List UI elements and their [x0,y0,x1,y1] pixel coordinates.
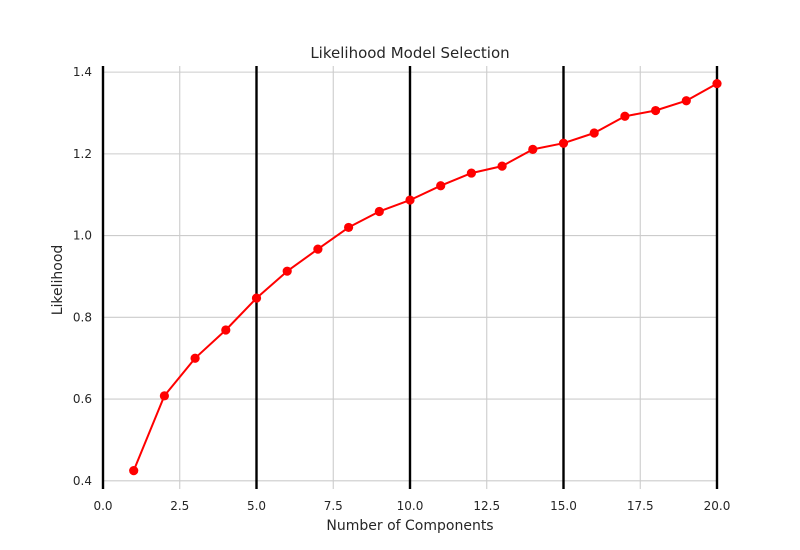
y-tick-label: 1.4 [73,65,92,79]
y-tick-labels: 0.4 0.6 0.8 1.0 1.2 1.4 [73,65,92,488]
data-point [466,168,476,178]
x-tick-label: 17.5 [627,499,654,513]
y-tick-label: 1.2 [73,147,92,161]
data-point [221,325,231,335]
data-point [589,128,599,138]
x-tick-label: 2.5 [170,499,189,513]
data-point [528,144,538,154]
data-point [129,466,139,476]
x-tick-label: 12.5 [473,499,500,513]
data-point [681,96,691,106]
data-point [712,78,722,89]
series-layer [129,78,722,476]
series-line [132,82,718,471]
data-point [497,161,507,171]
x-tick-label: 20.0 [704,499,731,513]
y-axis-title: Likelihood [50,245,66,316]
data-point [436,181,446,191]
x-tick-label: 0.0 [93,499,112,513]
y-tick-label: 0.6 [73,392,92,406]
data-point [313,244,323,254]
chart-title: Likelihood Model Selection [310,44,509,62]
vertical-lines [101,66,719,489]
data-point [620,111,630,121]
y-tick-label: 0.4 [73,474,92,488]
x-tick-label: 10.0 [397,499,424,513]
data-point [374,206,384,217]
data-point [159,391,169,401]
x-tick-label: 7.5 [324,499,343,513]
y-tick-label: 0.8 [73,310,92,324]
x-tick-label: 5.0 [247,499,266,513]
data-point [344,222,354,233]
data-point [558,138,569,148]
data-point [405,195,415,205]
x-axis-title: Number of Components [326,518,493,534]
data-point [251,293,262,303]
data-point [190,353,200,363]
x-tick-labels: 0.0 2.5 5.0 7.5 10.0 12.5 15.0 17.5 20.0 [93,499,730,513]
x-tick-label: 15.0 [550,499,577,513]
y-tick-label: 1.0 [73,229,92,243]
data-point [282,266,292,276]
data-point [651,105,661,116]
